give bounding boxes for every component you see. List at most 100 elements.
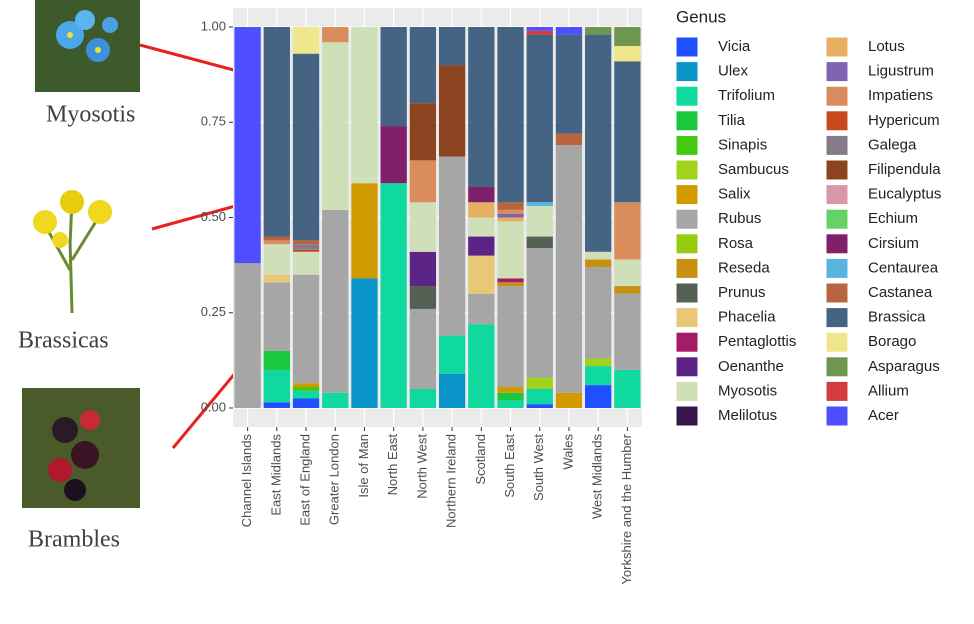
bar-segment xyxy=(322,27,349,43)
bar-segment xyxy=(585,366,612,386)
photo-brambles xyxy=(22,388,140,508)
bar-segment xyxy=(614,259,641,287)
bar-segment xyxy=(292,249,320,252)
bar-segment xyxy=(292,274,320,384)
x-tick-label: South West xyxy=(531,434,546,501)
bar-segment xyxy=(438,335,466,374)
bar-segment xyxy=(585,34,612,252)
legend-swatch xyxy=(675,380,699,402)
x-tick-label: East of England xyxy=(297,434,312,526)
bar-segment xyxy=(526,247,553,378)
bar-segment xyxy=(351,183,378,279)
bar-segment xyxy=(585,385,612,408)
legend-swatch xyxy=(825,405,849,427)
x-tick-label: South East xyxy=(502,434,517,498)
legend-swatch xyxy=(675,405,699,427)
bar-segment xyxy=(292,398,320,408)
x-tick-label: Wales xyxy=(560,434,575,470)
legend-label: Ulex xyxy=(718,63,749,80)
photo-brassica xyxy=(18,190,128,314)
bar-segment xyxy=(438,156,466,336)
legend-label: Melilotus xyxy=(718,407,777,424)
bar-segment xyxy=(526,34,553,203)
bar-segment xyxy=(614,46,641,62)
bar-segment xyxy=(555,27,583,35)
legend-label: Galega xyxy=(868,136,917,153)
legend-label: Allium xyxy=(868,382,909,399)
legend-swatch xyxy=(825,307,849,329)
legend-swatch xyxy=(825,380,849,402)
annotation: Myosotis xyxy=(46,102,135,128)
bar-segment xyxy=(497,392,524,401)
bar-segment xyxy=(438,65,466,157)
bar-segment xyxy=(380,27,407,127)
bar-segment xyxy=(614,369,641,408)
legend-label: Eucalyptus xyxy=(868,186,941,203)
legend-label: Centaurea xyxy=(868,259,939,276)
x-tick-label: North West xyxy=(414,434,429,499)
bar-segment xyxy=(409,202,437,252)
legend-label: Echium xyxy=(868,210,918,227)
x-tick-label: West Midlands xyxy=(590,434,605,520)
bar-segment xyxy=(468,324,495,408)
bar-segment xyxy=(585,259,612,268)
legend-label: Sinapis xyxy=(718,136,767,153)
bar-segment xyxy=(497,278,524,283)
bar-segment xyxy=(526,388,553,405)
bar-segment xyxy=(263,27,290,237)
legend-swatch xyxy=(675,110,699,132)
legend-label: Sambucus xyxy=(718,161,789,178)
legend-swatch xyxy=(675,257,699,279)
bar-segment xyxy=(234,27,261,264)
bar-segment xyxy=(380,126,407,184)
bar-segment xyxy=(263,240,290,245)
x-tick-label: East Midlands xyxy=(268,434,283,516)
bar-segment xyxy=(614,293,641,370)
bar-segment xyxy=(409,27,437,104)
legend-label: Asparagus xyxy=(868,358,940,375)
bar-segment xyxy=(438,373,466,408)
annotation: Brambles xyxy=(28,527,120,553)
bar-segment xyxy=(555,133,583,146)
bar-segment xyxy=(555,34,583,134)
bar-segment xyxy=(292,390,320,399)
legend-label: Trifolium xyxy=(718,87,775,104)
bar-segment xyxy=(497,209,524,214)
bar-segment xyxy=(614,202,641,260)
legend-swatch xyxy=(675,331,699,353)
bar-segment xyxy=(585,267,612,359)
bar-segment xyxy=(263,282,290,351)
legend-swatch xyxy=(675,208,699,230)
legend-swatch xyxy=(825,356,849,378)
legend-swatch xyxy=(825,257,849,279)
legend-swatch xyxy=(675,85,699,107)
legend-label: Borago xyxy=(868,333,916,350)
x-tick-label: Yorkshire and the Humber xyxy=(619,433,634,584)
bar-segment xyxy=(526,236,553,248)
bar-segment xyxy=(322,209,349,393)
bar-segment xyxy=(468,27,495,188)
bar-segment xyxy=(468,202,495,218)
legend-swatch xyxy=(675,61,699,83)
bar-segment xyxy=(468,293,495,325)
legend-swatch xyxy=(675,184,699,206)
bar-segment xyxy=(234,263,261,408)
y-tick-label: 0.75 xyxy=(201,114,226,129)
legend-label: Rosa xyxy=(718,235,754,252)
bar-segment xyxy=(526,30,553,35)
bar-segment xyxy=(526,377,553,389)
bar-segment xyxy=(351,27,378,184)
legend-label: Phacelia xyxy=(718,309,776,326)
bar-segment xyxy=(438,27,466,66)
legend-label: Castanea xyxy=(868,284,933,301)
bar-segment xyxy=(526,202,553,207)
bar-segment xyxy=(409,388,437,408)
bar-segment xyxy=(409,286,437,309)
legend-label: Cirsium xyxy=(868,235,919,252)
legend-swatch xyxy=(825,61,849,83)
legend-swatch xyxy=(675,356,699,378)
y-tick-label: 1.00 xyxy=(201,18,226,33)
bar-segment xyxy=(409,103,437,161)
bar-segment xyxy=(263,274,290,283)
